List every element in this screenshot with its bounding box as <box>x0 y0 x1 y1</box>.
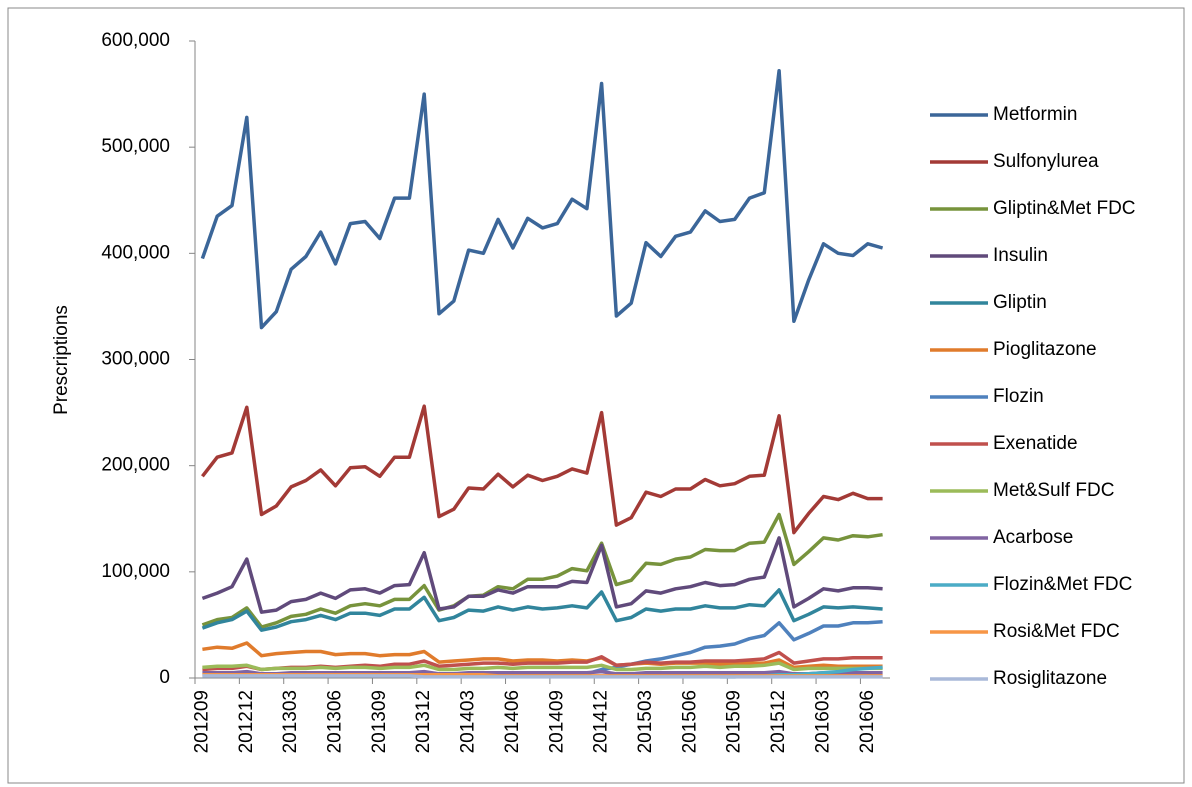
y-tick-label: 500,000 <box>101 136 170 157</box>
x-tick-label: 201309 <box>369 690 390 753</box>
legend-label: Insulin <box>993 245 1048 266</box>
legend-label: Rosiglitazone <box>993 668 1107 689</box>
x-tick-label: 201312 <box>413 690 434 753</box>
series-line <box>200 68 884 330</box>
series-line <box>201 588 883 632</box>
legend-label: Flozin&Met FDC <box>993 574 1132 595</box>
legend-label: Pioglitazone <box>993 339 1097 360</box>
y-tick-label: 0 <box>159 667 170 688</box>
y-axis-label: Prescriptions <box>51 305 72 415</box>
x-tick-label: 201403 <box>458 690 479 753</box>
series-line <box>201 404 883 535</box>
x-tick-label: 201509 <box>724 690 745 753</box>
x-tick-label: 201406 <box>502 690 523 753</box>
legend-label: Gliptin <box>993 292 1047 313</box>
x-tick-label: 201409 <box>546 690 567 753</box>
y-tick-label: 200,000 <box>101 455 170 476</box>
legend-label: Exenatide <box>993 433 1078 454</box>
legend-label: Sulfonylurea <box>993 151 1099 172</box>
y-tick-label: 300,000 <box>101 349 170 370</box>
series-line <box>202 674 883 679</box>
x-tick-label: 201303 <box>280 690 301 753</box>
x-tick-label: 201306 <box>324 690 345 753</box>
y-tick-label: 100,000 <box>101 561 170 582</box>
series-line <box>202 661 883 672</box>
x-tick-label: 201512 <box>768 690 789 753</box>
legend-label: Flozin <box>993 386 1044 407</box>
series-line <box>202 641 883 670</box>
legend-label: Gliptin&Met FDC <box>993 198 1136 219</box>
x-tick-label: 201503 <box>635 690 656 753</box>
legend-label: Metformin <box>993 104 1077 125</box>
legend-label: Met&Sulf FDC <box>993 480 1114 501</box>
legend-label: Acarbose <box>993 527 1073 548</box>
y-tick-label: 600,000 <box>101 30 170 51</box>
x-tick-label: 201606 <box>857 690 878 753</box>
y-tick-label: 400,000 <box>101 242 170 263</box>
x-tick-label: 201603 <box>812 690 833 753</box>
x-tick-label: 201212 <box>236 690 257 753</box>
x-tick-label: 201412 <box>591 690 612 753</box>
series-line <box>202 669 883 676</box>
series-line <box>201 536 883 614</box>
legend-label: Rosi&Met FDC <box>993 621 1120 642</box>
x-tick-label: 201209 <box>191 690 212 753</box>
series-line <box>201 512 883 629</box>
x-tick-label: 201506 <box>679 690 700 753</box>
